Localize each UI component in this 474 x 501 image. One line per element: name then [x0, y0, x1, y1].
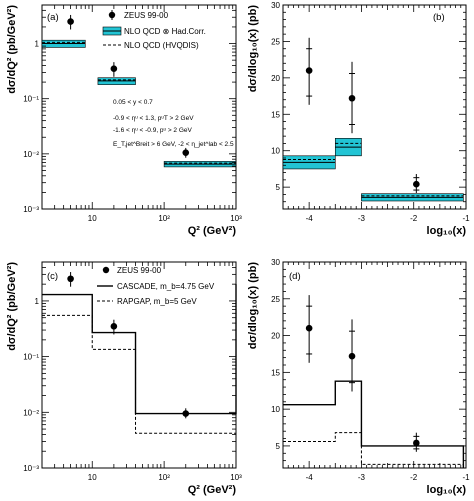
legend-label: CASCADE, m_b=4.75 GeV [117, 282, 215, 291]
data-point [413, 439, 420, 447]
panel-label: (b) [433, 12, 445, 23]
panel-label: (d) [289, 271, 301, 282]
x-tick-label: -1 [462, 214, 470, 223]
legend-marker-data [102, 266, 110, 274]
y-tick-label: 30 [271, 1, 280, 10]
y-tick-label: 1 [35, 297, 40, 306]
legend-label: ZEUS 99-00 [117, 266, 162, 275]
legend-label: NLO QCD ⊗ Had.Corr. [124, 27, 206, 36]
x-tick-label: 10 [88, 473, 97, 482]
y-tick-label: 10 [271, 405, 280, 414]
data-point [348, 94, 356, 102]
data-point [348, 352, 356, 360]
x-tick-label: -3 [358, 214, 366, 223]
data-point [305, 324, 313, 332]
y-tick-label: 5 [276, 183, 281, 192]
y-tick-label: 5 [276, 442, 281, 451]
y-tick-label: 10⁻¹ [23, 353, 39, 362]
y-axis-label: dσ/dQ² (pb/GeV²) [6, 262, 18, 351]
y-axis-label: dσ/dlog₁₀(x) (pb) [247, 5, 259, 93]
x-tick-label: -1 [462, 473, 470, 482]
x-axis-label: Q² (GeV²) [188, 225, 237, 237]
data-point [182, 149, 190, 156]
x-tick-label: -4 [306, 473, 314, 482]
y-tick-label: 30 [271, 258, 280, 267]
data-point [67, 275, 74, 283]
x-tick-label: -3 [358, 473, 366, 482]
panel-label: (c) [47, 271, 58, 282]
y-tick-label: 20 [271, 332, 280, 341]
y-tick-label: 10⁻¹ [23, 95, 39, 104]
y-tick-label: 10 [271, 147, 280, 156]
y-axis-label: dσ/dQ² (pb/GeV²) [6, 5, 18, 94]
data-point [182, 410, 190, 417]
plot-frame-d [282, 261, 467, 469]
y-tick-label: 1 [35, 40, 40, 49]
plot-frame-b [282, 4, 467, 210]
x-axis-label: Q² (GeV²) [188, 484, 237, 496]
y-tick-label: 25 [271, 295, 280, 304]
x-tick-label: 10³ [230, 473, 242, 482]
x-tick-label: -2 [410, 473, 418, 482]
x-axis-label: log₁₀(x) [427, 225, 467, 237]
x-tick-label: -2 [410, 214, 418, 223]
data-point [110, 65, 118, 72]
plot-frame-c [41, 261, 237, 469]
y-tick-label: 25 [271, 37, 280, 46]
kinematic-cut: E_T,jet^Breit > 6 GeV, -2 < η_jet^lab < … [113, 141, 234, 148]
legend-label: RAPGAP, m_b=5 GeV [117, 297, 197, 306]
rapgap-histogram [283, 432, 464, 468]
x-tick-label: 10 [88, 214, 97, 223]
y-tick-label: 10⁻² [23, 408, 39, 417]
x-tick-label: 10³ [230, 214, 242, 223]
y-tick-label: 20 [271, 74, 280, 83]
x-tick-label: 10² [158, 473, 170, 482]
kinematic-cut: -1.6 < ηᵘ < -0.9, pᵘ > 2 GeV [113, 127, 193, 134]
y-tick-label: 10⁻³ [23, 205, 39, 214]
kinematic-cut: -0.9 < ηᵘ < 1.3, pᵘT > 2 GeV [113, 115, 194, 122]
data-point [67, 18, 74, 25]
rapgap-histogram [42, 284, 237, 434]
legend-label: NLO QCD (HVQDIS) [124, 41, 199, 50]
data-point [110, 323, 118, 330]
y-tick-label: 10⁻² [23, 150, 39, 159]
cascade-histogram [283, 380, 465, 468]
data-point [305, 67, 313, 74]
kinematic-cut: 0.05 < y < 0.7 [113, 99, 153, 106]
x-axis-label: log₁₀(x) [427, 484, 467, 496]
y-tick-label: 15 [271, 110, 280, 119]
legend-label: ZEUS 99-00 [124, 11, 169, 20]
y-tick-label: 10⁻³ [23, 464, 39, 473]
x-tick-label: -4 [306, 214, 314, 223]
panel-label: (a) [47, 12, 59, 23]
y-tick-label: 15 [271, 368, 280, 377]
y-axis-label: dσ/dlog₁₀(x) (pb) [247, 262, 259, 350]
x-tick-label: 10² [158, 214, 170, 223]
data-point [413, 180, 420, 188]
